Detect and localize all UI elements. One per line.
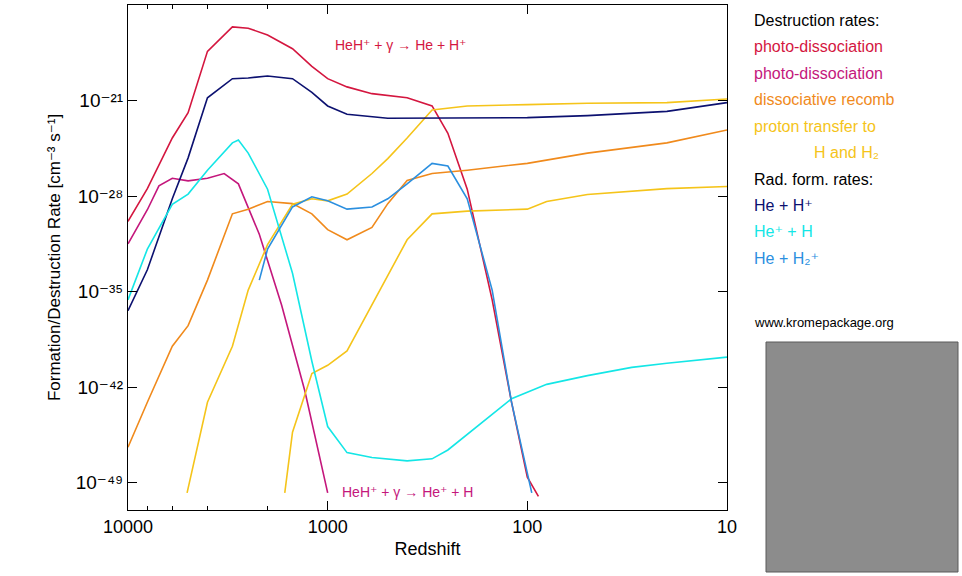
svg-text:photo-dissociation: photo-dissociation — [754, 38, 883, 55]
svg-text:1000: 1000 — [308, 517, 348, 537]
svg-text:photo-dissociation: photo-dissociation — [754, 65, 883, 82]
svg-text:dissociative recomb: dissociative recomb — [754, 91, 895, 108]
svg-text:10⁻²⁸: 10⁻²⁸ — [78, 186, 124, 207]
svg-text:HeH⁺ + γ → He⁺ + H: HeH⁺ + γ → He⁺ + H — [342, 484, 473, 500]
svg-text:He⁺ + H: He⁺ + H — [754, 223, 813, 240]
svg-text:HeH⁺ + γ → He + H⁺: HeH⁺ + γ → He + H⁺ — [335, 37, 466, 53]
svg-text:10: 10 — [717, 517, 737, 537]
svg-text:Formation/Destruction Rate [cm: Formation/Destruction Rate [cm⁻³ s⁻¹] — [45, 114, 64, 401]
svg-text:proton transfer to: proton transfer to — [754, 118, 876, 135]
svg-text:He + H⁺: He + H⁺ — [754, 197, 813, 214]
svg-text:H and H₂: H and H₂ — [814, 144, 879, 161]
svg-text:www.kromepackage.org: www.kromepackage.org — [754, 315, 894, 330]
svg-text:Rad. form. rates:: Rad. form. rates: — [754, 171, 873, 188]
svg-text:10⁻⁴⁹: 10⁻⁴⁹ — [76, 472, 123, 493]
svg-text:10⁻²¹: 10⁻²¹ — [79, 90, 123, 111]
svg-text:10⁻³⁵: 10⁻³⁵ — [78, 281, 123, 302]
svg-text:10000: 10000 — [103, 517, 153, 537]
svg-text:Destruction rates:: Destruction rates: — [754, 12, 879, 29]
svg-text:10⁻⁴²: 10⁻⁴² — [78, 377, 124, 398]
svg-text:Redshift: Redshift — [394, 539, 460, 559]
svg-text:100: 100 — [512, 517, 542, 537]
svg-text:He + H₂⁺: He + H₂⁺ — [754, 250, 819, 267]
